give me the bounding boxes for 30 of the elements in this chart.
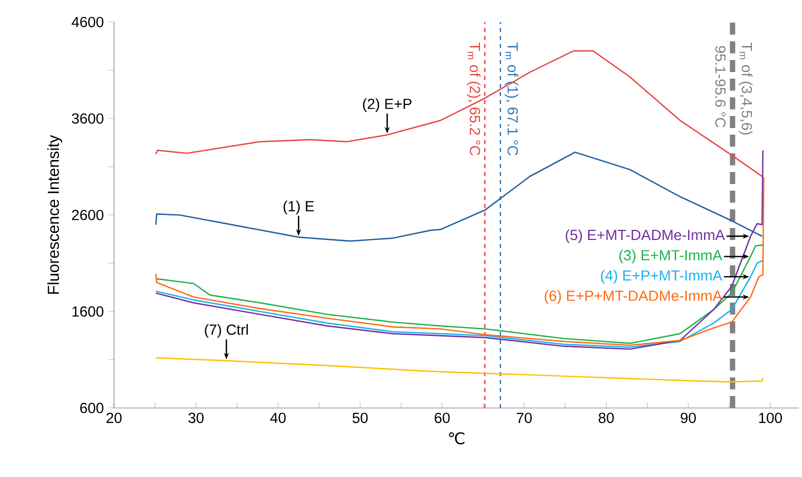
series-label: (3) E+MT-ImmA <box>619 250 722 264</box>
series-label: (4) E+P+MT-ImmA <box>600 270 722 284</box>
y-tick-label: 4600 <box>72 16 104 28</box>
series-label: (5) E+MT-DADMe-ImmA <box>566 229 725 244</box>
ref-line-label: T$_{m}$ of (3,4,5,6) <box>738 42 752 135</box>
ref-line-label: T$_{m}$ of (2), 65.2 °C <box>466 42 481 156</box>
line-series <box>155 244 764 344</box>
y-tick-label: 3600 <box>72 113 104 124</box>
x-axis-title: ℃ <box>449 432 464 444</box>
x-tick-label: 60 <box>434 412 450 424</box>
y-tick-label: 1600 <box>72 306 104 317</box>
ref-line-label: T$_{m}$ of (1), 67.1 °C <box>504 42 518 156</box>
series-label: (2) E+P <box>363 98 412 112</box>
x-tick-label: 90 <box>680 412 696 424</box>
y-tick-label: 600 <box>80 402 104 414</box>
x-tick-label: 70 <box>516 412 532 424</box>
series-label: (7) Ctrl <box>204 324 248 338</box>
series-label: (6) E+P+MT-DADMe-ImmA <box>544 290 722 304</box>
line-series <box>155 176 764 346</box>
x-tick-label: 100 <box>759 412 782 424</box>
x-tick-label: 50 <box>352 412 368 424</box>
x-tick-label: 20 <box>106 412 122 424</box>
y-tick-label: 2600 <box>72 210 104 220</box>
x-tick-label: 40 <box>270 412 286 424</box>
annotation: 95.1-95.6 °C <box>715 46 726 128</box>
line-series <box>155 357 764 383</box>
y-axis-title: Fluorescence Intensity <box>47 135 62 294</box>
x-tick-label: 80 <box>598 412 614 424</box>
x-tick-label: 30 <box>188 412 204 424</box>
series-label: (1) E <box>284 200 314 214</box>
